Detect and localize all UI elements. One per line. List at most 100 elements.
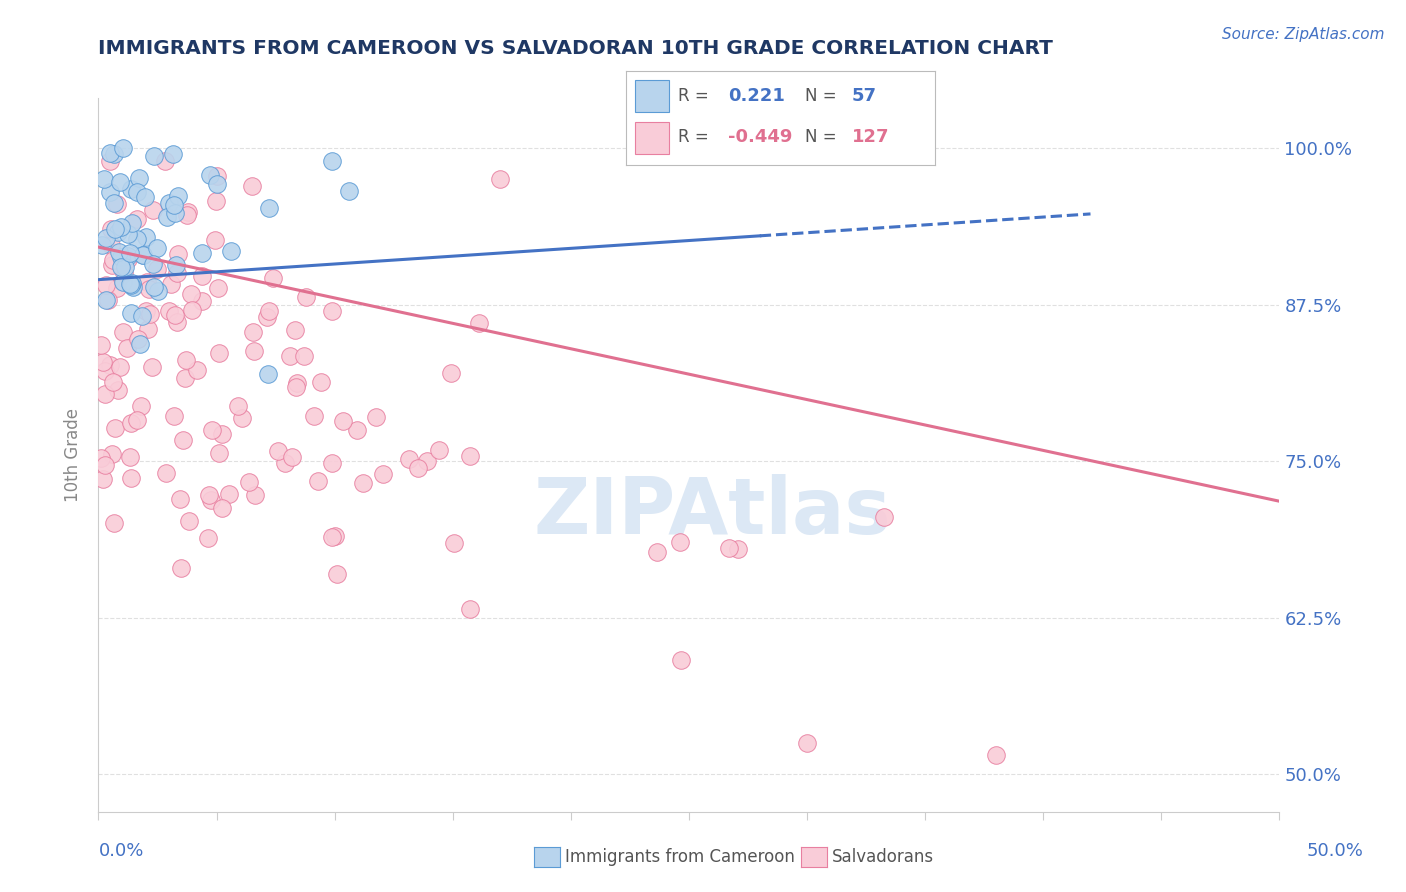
Point bbox=[295, 290, 318, 304]
Point bbox=[108, 175, 131, 189]
Text: Salvadorans: Salvadorans bbox=[832, 848, 935, 866]
Point bbox=[107, 225, 129, 239]
Point bbox=[157, 195, 180, 210]
Point bbox=[207, 281, 229, 295]
Point bbox=[98, 185, 121, 199]
Point bbox=[226, 399, 249, 413]
Point bbox=[146, 284, 169, 298]
Point bbox=[98, 146, 121, 161]
Point bbox=[103, 516, 125, 531]
Point bbox=[121, 215, 143, 229]
Point bbox=[135, 230, 157, 244]
Point bbox=[208, 346, 231, 360]
Point bbox=[231, 411, 253, 425]
Point bbox=[110, 260, 132, 274]
Point bbox=[242, 325, 264, 339]
Text: 0.221: 0.221 bbox=[728, 87, 785, 104]
Point bbox=[117, 227, 139, 241]
Point bbox=[159, 277, 181, 292]
Point bbox=[326, 566, 349, 581]
Point bbox=[153, 153, 176, 168]
Point bbox=[984, 748, 1007, 763]
Point bbox=[398, 452, 420, 467]
Point bbox=[91, 355, 114, 369]
Text: Immigrants from Cameroon: Immigrants from Cameroon bbox=[565, 848, 794, 866]
Point bbox=[186, 363, 208, 377]
Point bbox=[406, 461, 429, 475]
Point bbox=[112, 141, 135, 155]
Point bbox=[267, 444, 290, 458]
Point bbox=[120, 450, 142, 465]
Point bbox=[138, 321, 160, 335]
Point bbox=[94, 293, 117, 308]
Point bbox=[205, 194, 228, 208]
Point bbox=[176, 208, 198, 222]
Point bbox=[174, 371, 197, 385]
Point bbox=[98, 358, 121, 372]
Point bbox=[197, 531, 219, 545]
Point bbox=[166, 247, 188, 261]
Point bbox=[125, 211, 148, 226]
Point bbox=[121, 279, 143, 293]
Point bbox=[142, 257, 165, 271]
Point bbox=[134, 190, 156, 204]
Point bbox=[93, 458, 115, 473]
Point bbox=[108, 245, 131, 260]
Point bbox=[332, 414, 354, 428]
Point bbox=[104, 222, 127, 236]
Point bbox=[292, 349, 315, 363]
Point bbox=[159, 303, 181, 318]
Point bbox=[200, 493, 222, 508]
Point bbox=[280, 349, 302, 363]
Point bbox=[285, 376, 308, 391]
Point bbox=[107, 383, 129, 397]
Point bbox=[128, 170, 150, 185]
Point bbox=[120, 305, 142, 319]
Point bbox=[139, 306, 162, 320]
Point bbox=[120, 471, 142, 485]
Point bbox=[240, 179, 263, 194]
Point bbox=[208, 446, 231, 460]
Point bbox=[101, 447, 124, 461]
Point bbox=[198, 488, 221, 502]
Point bbox=[262, 271, 284, 285]
Point bbox=[337, 185, 360, 199]
Point bbox=[115, 342, 138, 356]
Point bbox=[100, 222, 122, 236]
Point bbox=[114, 260, 136, 275]
Point bbox=[460, 449, 482, 463]
Point bbox=[309, 375, 332, 389]
Point bbox=[170, 561, 193, 575]
Bar bbox=[636, 79, 669, 112]
Point bbox=[172, 433, 194, 447]
Point bbox=[91, 238, 114, 252]
Point bbox=[191, 269, 214, 284]
Point bbox=[174, 352, 197, 367]
Point bbox=[132, 247, 155, 261]
Point bbox=[105, 281, 128, 295]
Point bbox=[218, 487, 240, 501]
Point bbox=[191, 245, 214, 260]
Point bbox=[718, 541, 741, 555]
Text: R =: R = bbox=[678, 87, 709, 104]
Point bbox=[281, 450, 304, 465]
Point bbox=[321, 304, 343, 318]
Text: R =: R = bbox=[678, 128, 709, 146]
Point bbox=[112, 266, 135, 280]
Point bbox=[166, 267, 188, 281]
Point bbox=[489, 172, 512, 186]
Point bbox=[796, 736, 818, 750]
Point bbox=[468, 316, 491, 330]
Text: 0.0%: 0.0% bbox=[98, 842, 143, 860]
Point bbox=[121, 276, 143, 290]
Point bbox=[371, 467, 394, 482]
Point bbox=[257, 367, 280, 381]
Point bbox=[205, 169, 228, 183]
Point bbox=[94, 230, 117, 244]
Point bbox=[131, 309, 153, 323]
Point bbox=[142, 203, 165, 218]
Text: 127: 127 bbox=[852, 128, 889, 146]
Point bbox=[103, 146, 125, 161]
Point bbox=[307, 474, 329, 488]
Point bbox=[117, 252, 139, 266]
